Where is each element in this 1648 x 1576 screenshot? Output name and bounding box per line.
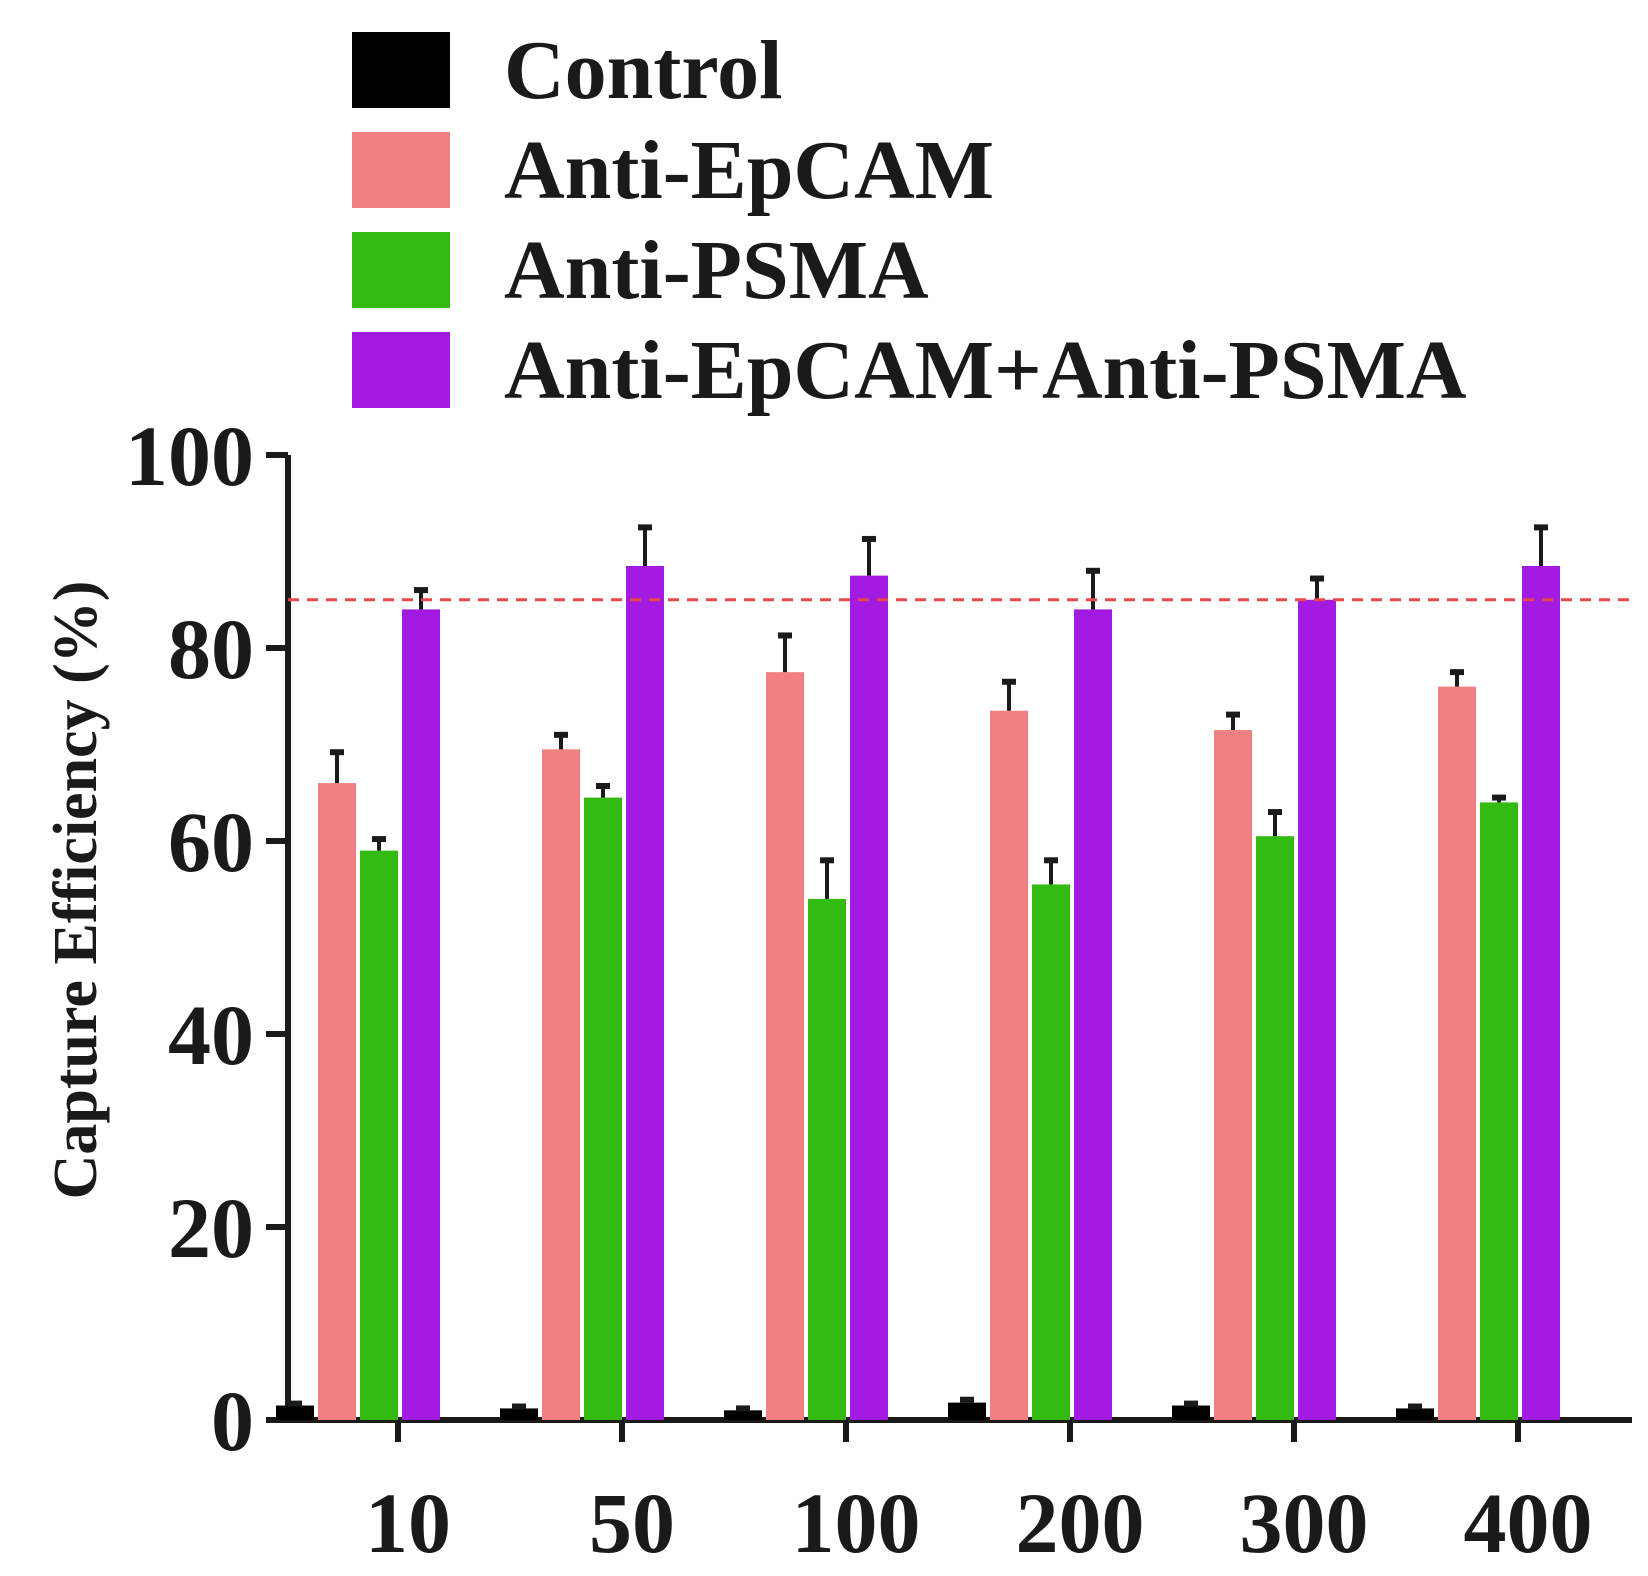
- x-tick-label: 200: [1016, 1475, 1145, 1571]
- bar: [948, 1402, 986, 1420]
- bar: [626, 565, 664, 1420]
- legend-label: Anti-EpCAM+Anti-PSMA: [504, 324, 1467, 417]
- bar: [808, 898, 846, 1420]
- legend-swatch: [352, 332, 450, 408]
- legend-label: Anti-EpCAM: [504, 124, 994, 217]
- bar: [276, 1405, 314, 1420]
- bar: [1438, 686, 1476, 1420]
- legend-swatch: [352, 132, 450, 208]
- y-tick-label: 100: [125, 408, 254, 504]
- bar: [1396, 1408, 1434, 1420]
- y-tick-label: 60: [168, 794, 254, 890]
- bar: [1480, 802, 1518, 1420]
- legend-label: Anti-PSMA: [504, 224, 929, 317]
- bar: [1172, 1405, 1210, 1420]
- bar: [1522, 565, 1560, 1420]
- y-tick-label: 20: [168, 1180, 254, 1276]
- bar: [542, 749, 580, 1420]
- bar: [500, 1408, 538, 1420]
- bar: [1298, 599, 1336, 1420]
- y-axis-label: Capture Efficiency (%): [42, 581, 110, 1200]
- legend-swatch: [352, 232, 450, 308]
- bar: [1256, 836, 1294, 1420]
- x-tick-label: 400: [1464, 1475, 1593, 1571]
- bars: [276, 524, 1560, 1420]
- x-tick-label: 100: [792, 1475, 921, 1571]
- bar: [584, 797, 622, 1420]
- bar: [724, 1410, 762, 1420]
- bar: [1032, 884, 1070, 1420]
- bar: [1214, 730, 1252, 1420]
- bar: [1074, 609, 1112, 1420]
- x-tick-label: 300: [1240, 1475, 1369, 1571]
- bar: [402, 609, 440, 1420]
- bar: [360, 850, 398, 1420]
- legend: ControlAnti-EpCAMAnti-PSMAAnti-EpCAM+Ant…: [352, 24, 1467, 417]
- legend-swatch: [352, 32, 450, 108]
- bar: [318, 783, 356, 1420]
- bar: [850, 575, 888, 1420]
- bar: [766, 672, 804, 1420]
- y-tick-label: 40: [168, 987, 254, 1083]
- x-tick-label: 50: [589, 1475, 675, 1571]
- y-tick-label: 80: [168, 601, 254, 697]
- axes: 0 20 40 60 80 100 10 50 100 200 300 400: [125, 408, 1632, 1571]
- bar: [990, 710, 1028, 1420]
- legend-label: Control: [504, 24, 782, 117]
- y-tick-label: 0: [211, 1373, 254, 1469]
- x-tick-label: 10: [365, 1475, 451, 1571]
